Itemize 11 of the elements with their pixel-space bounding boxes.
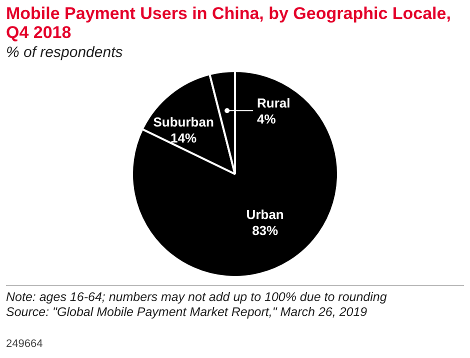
- data-label: 83%: [252, 223, 279, 238]
- data-label: 4%: [257, 112, 276, 127]
- chart-subtitle: % of respondents: [6, 44, 123, 61]
- text: 249664: [6, 338, 43, 350]
- chart-title: Mobile Payment Users in China, by Geographic Locale, Q4 2018: [6, 4, 452, 42]
- source-note: Source: "Global Mobile Payment Market Report," March 26, 2019: [6, 305, 368, 319]
- slice-label: Suburban: [153, 114, 214, 130]
- text: Note: ages 16-64; numbers may not add up to 100% due to rounding: [6, 290, 387, 304]
- slice-label: Rural: [257, 96, 290, 111]
- slice-label: Urban: [246, 207, 284, 222]
- data-label: 14%: [170, 130, 197, 146]
